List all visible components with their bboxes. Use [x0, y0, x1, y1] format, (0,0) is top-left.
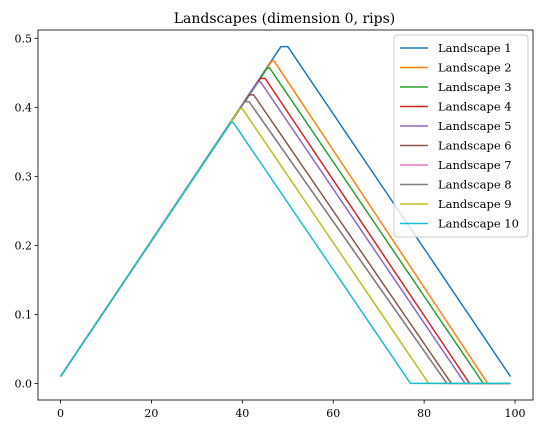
- x-tick-label: 0: [57, 407, 64, 420]
- legend-label-8: Landscape 8: [438, 178, 512, 192]
- series-layer: [59, 45, 512, 385]
- legend-box: [393, 34, 529, 238]
- y-tick-label: 0.0: [15, 377, 33, 390]
- legend-label-10: Landscape 10: [438, 217, 519, 231]
- legend-label-5: Landscape 5: [438, 119, 512, 133]
- y-tick-label: 0.4: [15, 101, 33, 114]
- legend-label-4: Landscape 4: [438, 100, 512, 114]
- y-tick-label: 0.2: [15, 239, 33, 252]
- legend-label-9: Landscape 9: [438, 197, 512, 211]
- axes-layer: 0 20 40 60 80 100 0.0 0.1 0.2 0.3 0.4 0.5: [15, 29, 534, 420]
- legend-label-1: Landscape 1: [438, 41, 512, 55]
- legend-label-6: Landscape 6: [438, 139, 512, 153]
- y-tick-label: 0.1: [15, 308, 33, 321]
- x-tick-label: 20: [144, 407, 158, 420]
- chart-legend: Landscape 1 Landscape 2 Landscape 3 Landsca…: [393, 34, 529, 238]
- legend-label-2: Landscape 2: [438, 61, 512, 75]
- x-tick-label: 100: [505, 407, 526, 420]
- series-line-10: [59, 121, 511, 385]
- x-tick-label: 40: [235, 407, 249, 420]
- x-tick-label: 80: [417, 407, 431, 420]
- x-tick-label: 60: [326, 407, 340, 420]
- legend-label-7: Landscape 7: [438, 158, 512, 172]
- chart-title: Landscapes (dimension 0, rips): [174, 11, 396, 27]
- y-tick-label: 0.5: [15, 32, 33, 45]
- legend-label-3: Landscape 3: [438, 80, 512, 94]
- y-tick-label: 0.3: [15, 170, 33, 183]
- plot-frame: [37, 29, 534, 401]
